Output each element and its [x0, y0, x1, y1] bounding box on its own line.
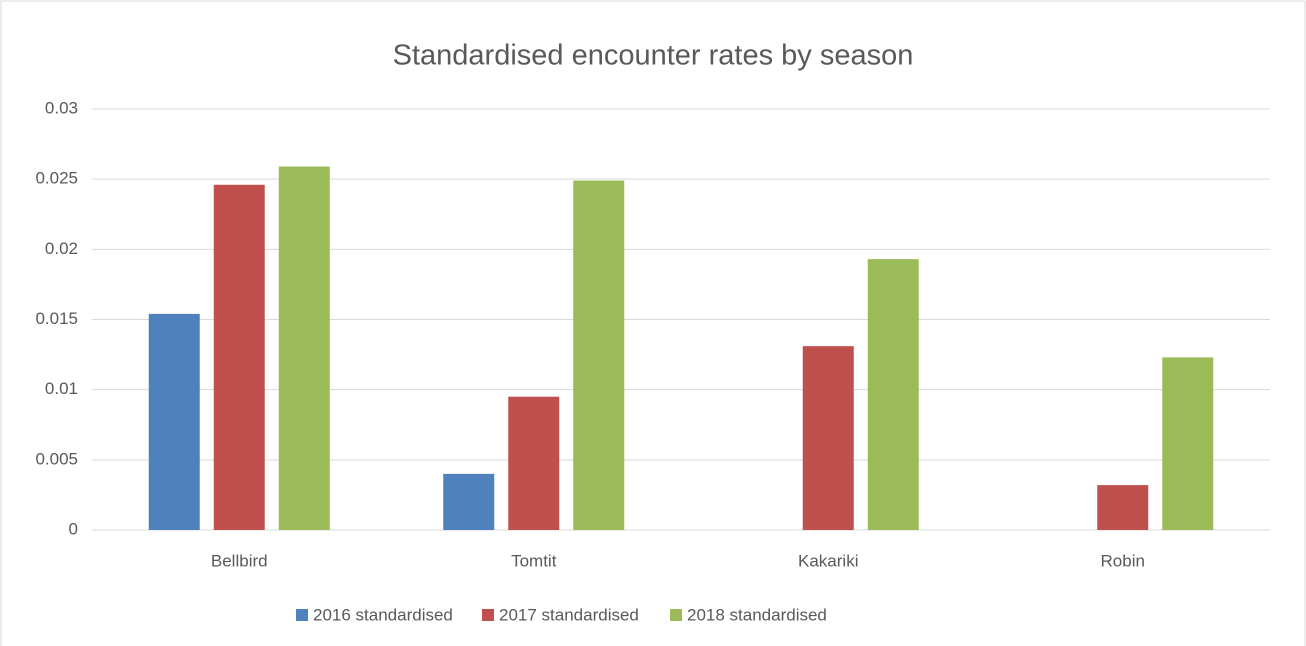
- legend-label: 2016 standardised: [313, 605, 453, 624]
- y-tick-label: 0.02: [45, 239, 78, 258]
- x-tick-label: Tomtit: [511, 551, 557, 570]
- legend-swatch: [296, 609, 308, 621]
- legend-label: 2018 standardised: [687, 605, 827, 624]
- chart-title: Standardised encounter rates by season: [393, 40, 914, 72]
- bar: [573, 180, 625, 530]
- bar: [1097, 485, 1149, 530]
- bar: [508, 396, 560, 530]
- bar: [278, 166, 330, 530]
- y-tick-label: 0.03: [45, 98, 78, 117]
- bar: [867, 259, 919, 530]
- y-tick-label: 0.015: [35, 309, 78, 328]
- y-tick-label: 0.01: [45, 379, 78, 398]
- y-tick-label: 0.025: [35, 169, 78, 188]
- x-tick-label: Robin: [1101, 551, 1145, 570]
- y-tick-label: 0: [69, 519, 78, 538]
- legend-swatch: [670, 609, 682, 621]
- bar: [213, 184, 265, 530]
- bar: [802, 346, 854, 530]
- legend-swatch: [482, 609, 494, 621]
- bar: [148, 313, 200, 530]
- x-tick-label: Bellbird: [211, 551, 268, 570]
- bar: [1162, 357, 1214, 530]
- legend-label: 2017 standardised: [499, 605, 639, 624]
- x-tick-label: Kakariki: [798, 551, 858, 570]
- bar: [443, 473, 495, 530]
- y-tick-label: 0.005: [35, 449, 78, 468]
